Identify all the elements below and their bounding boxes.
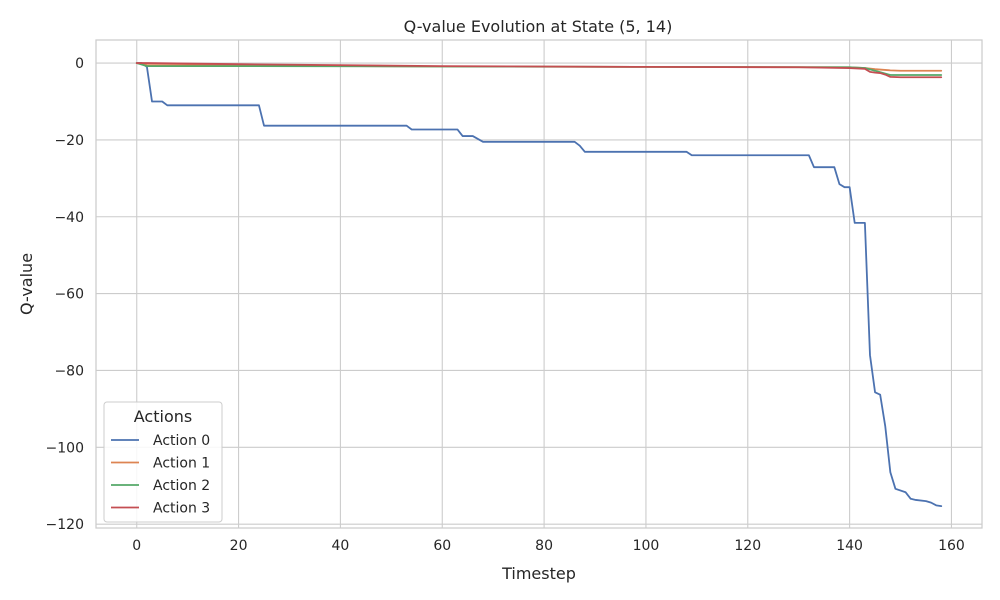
y-tick-label: −80 xyxy=(54,363,84,379)
legend-label: Action 1 xyxy=(153,456,210,472)
x-tick-label: 40 xyxy=(331,538,349,554)
x-axis-title: Timestep xyxy=(501,564,576,583)
x-tick-label: 100 xyxy=(633,538,660,554)
legend-label: Action 0 xyxy=(153,433,210,449)
y-tick-label: 0 xyxy=(75,56,84,72)
y-tick-label: −120 xyxy=(46,517,84,533)
x-tick-label: 20 xyxy=(230,538,248,554)
x-tick-label: 160 xyxy=(938,538,965,554)
x-tick-label: 120 xyxy=(734,538,761,554)
x-tick-label: 0 xyxy=(132,538,141,554)
chart-title: Q-value Evolution at State (5, 14) xyxy=(404,17,673,36)
plot-area xyxy=(95,39,983,529)
legend-label: Action 3 xyxy=(153,501,210,517)
y-tick-label: −40 xyxy=(54,210,84,226)
y-tick-label: −20 xyxy=(54,133,84,149)
y-tick-label: −100 xyxy=(46,440,84,456)
x-tick-label: 140 xyxy=(836,538,863,554)
series-line-action-3 xyxy=(135,62,943,79)
series-line-action-0 xyxy=(135,62,943,508)
legend-title: Actions xyxy=(134,407,192,426)
series-lines xyxy=(135,62,943,508)
tick-labels: 0 20 40 60 80 100 120 140 160 0 −20 −40 −60 −80 −100 −1… xyxy=(46,56,965,554)
x-tick-label: 80 xyxy=(535,538,553,554)
y-axis-title: Q-value xyxy=(17,253,36,315)
legend-label: Action 2 xyxy=(153,478,210,494)
legend-box xyxy=(103,401,223,523)
y-tick-label: −60 xyxy=(54,287,84,303)
x-tick-label: 60 xyxy=(433,538,451,554)
legend: Actions Action 0 Action 1 Action 2 Action 3 xyxy=(103,401,223,523)
